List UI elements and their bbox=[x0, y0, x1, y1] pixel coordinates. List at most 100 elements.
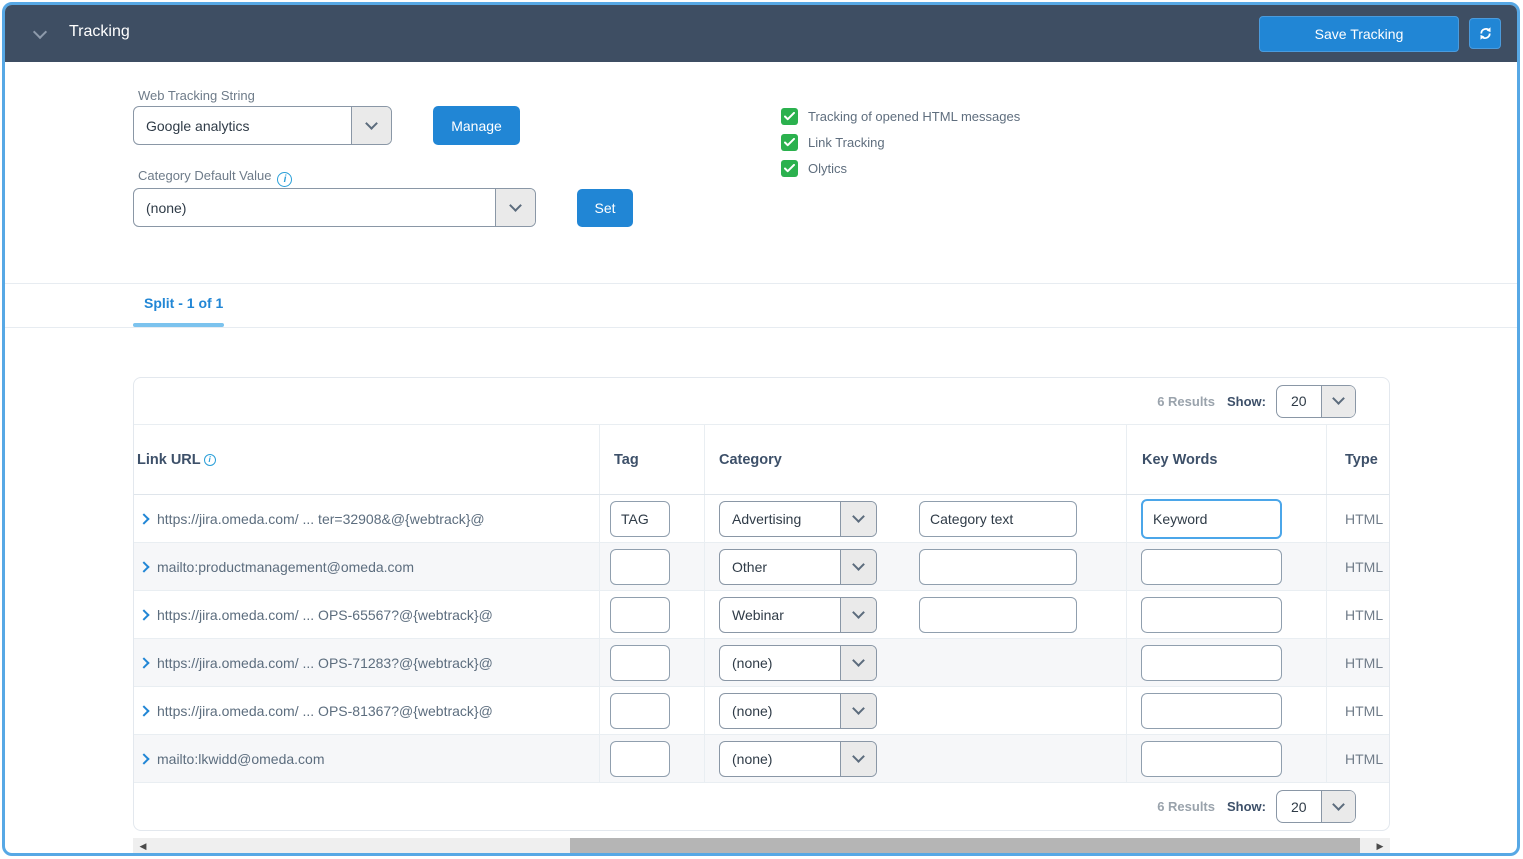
results-count: 6 Results bbox=[1157, 393, 1215, 409]
chevron-right-icon[interactable] bbox=[138, 752, 150, 765]
link-url-cell: mailto:productmanagement@omeda.com bbox=[134, 543, 599, 590]
select-arrow-button bbox=[840, 597, 876, 632]
tag-cell bbox=[599, 591, 704, 638]
keyword-input[interactable] bbox=[1141, 644, 1282, 681]
web-tracking-select[interactable]: Google analytics bbox=[133, 106, 392, 145]
show-select-bottom[interactable]: 20 bbox=[1276, 790, 1356, 823]
chevron-down-icon bbox=[1332, 797, 1345, 811]
type-cell: HTML bbox=[1326, 639, 1389, 686]
category-select-value: (none) bbox=[732, 654, 773, 671]
pagination-bar-bottom: 6 Results Show: 20 bbox=[134, 783, 1389, 830]
category-select[interactable]: Webinar bbox=[719, 596, 877, 633]
type-cell: HTML bbox=[1326, 543, 1389, 590]
tag-cell bbox=[599, 543, 704, 590]
select-arrow-button bbox=[1321, 385, 1355, 417]
show-select-value: 20 bbox=[1291, 798, 1307, 815]
chevron-down-icon bbox=[365, 116, 378, 130]
category-select-value: Webinar bbox=[732, 606, 784, 623]
category-select[interactable]: (none) bbox=[719, 692, 877, 729]
category-select[interactable]: (none) bbox=[719, 644, 877, 681]
category-cell: Webinar bbox=[704, 591, 1126, 638]
category-default-label: Category Default Value i bbox=[138, 168, 293, 187]
link-url-text: mailto:productmanagement@omeda.com bbox=[157, 558, 415, 575]
keyword-input[interactable] bbox=[1141, 692, 1282, 729]
tag-input[interactable] bbox=[610, 500, 670, 537]
tracking-opened-html-checkbox[interactable] bbox=[781, 108, 798, 125]
checkbox-row: Olytics bbox=[781, 160, 847, 177]
category-select-value: (none) bbox=[732, 750, 773, 767]
horizontal-scrollbar[interactable]: ◀ ▶ bbox=[133, 838, 1390, 853]
checkbox-label: Olytics bbox=[808, 161, 847, 176]
tag-input[interactable] bbox=[610, 692, 670, 729]
column-header-key-words: Key Words bbox=[1126, 425, 1326, 494]
save-tracking-button[interactable]: Save Tracking bbox=[1259, 16, 1459, 52]
category-text-input[interactable] bbox=[919, 548, 1077, 585]
olytics-checkbox[interactable] bbox=[781, 160, 798, 177]
key-words-cell bbox=[1126, 543, 1326, 590]
column-header-link-url: Link URL i bbox=[134, 425, 599, 494]
keyword-input[interactable] bbox=[1141, 498, 1282, 539]
refresh-button[interactable] bbox=[1469, 18, 1501, 49]
manage-button[interactable]: Manage bbox=[433, 106, 520, 145]
chevron-right-icon[interactable] bbox=[138, 704, 150, 717]
chevron-right-icon[interactable] bbox=[138, 656, 150, 669]
chevron-down-icon bbox=[852, 605, 865, 619]
info-icon[interactable]: i bbox=[203, 453, 216, 466]
set-button[interactable]: Set bbox=[577, 189, 633, 227]
checkbox-label: Link Tracking bbox=[808, 135, 885, 150]
category-text-input[interactable] bbox=[919, 596, 1077, 633]
info-icon[interactable]: i bbox=[277, 172, 293, 187]
chevron-down-icon bbox=[852, 653, 865, 667]
category-select-value: Other bbox=[732, 558, 768, 575]
category-select[interactable]: Other bbox=[719, 548, 877, 585]
keyword-input[interactable] bbox=[1141, 740, 1282, 777]
category-default-select-value: (none) bbox=[146, 199, 187, 216]
tab-split[interactable]: Split - 1 of 1 bbox=[144, 295, 224, 311]
keyword-input[interactable] bbox=[1141, 548, 1282, 585]
category-select-value: Advertising bbox=[732, 510, 802, 527]
check-icon bbox=[784, 164, 795, 173]
category-default-select[interactable]: (none) bbox=[133, 188, 536, 227]
keyword-input[interactable] bbox=[1141, 596, 1282, 633]
category-text-input[interactable] bbox=[919, 500, 1077, 537]
tag-input[interactable] bbox=[610, 644, 670, 681]
pagination-bar-top: 6 Results Show: 20 bbox=[134, 378, 1389, 425]
link-tracking-table: 6 Results Show: 20 Link URL i Tag Categor… bbox=[133, 377, 1390, 831]
key-words-cell bbox=[1126, 639, 1326, 686]
link-url-text: mailto:lkwidd@omeda.com bbox=[157, 750, 325, 767]
chevron-down-icon[interactable] bbox=[32, 24, 48, 40]
show-select-top[interactable]: 20 bbox=[1276, 384, 1356, 418]
link-tracking-checkbox[interactable] bbox=[781, 134, 798, 151]
tag-cell bbox=[599, 687, 704, 734]
key-words-cell bbox=[1126, 687, 1326, 734]
table-row: https://jira.omeda.com/ ... OPS-81367?@{… bbox=[134, 687, 1389, 735]
tag-cell bbox=[599, 495, 704, 542]
check-icon bbox=[784, 138, 795, 147]
link-url-cell: https://jira.omeda.com/ ... OPS-81367?@{… bbox=[134, 687, 599, 734]
tag-input[interactable] bbox=[610, 596, 670, 633]
link-url-cell: https://jira.omeda.com/ ... ter=32908&@{… bbox=[134, 495, 599, 542]
show-label: Show: bbox=[1227, 799, 1266, 814]
tag-input[interactable] bbox=[610, 548, 670, 585]
chevron-right-icon[interactable] bbox=[138, 560, 150, 573]
select-arrow-button bbox=[840, 693, 876, 728]
link-url-text: https://jira.omeda.com/ ... OPS-71283?@{… bbox=[157, 654, 493, 671]
select-arrow-button bbox=[840, 549, 876, 584]
category-select[interactable]: (none) bbox=[719, 740, 877, 777]
scrollbar-thumb[interactable] bbox=[570, 838, 1360, 853]
table-header-row: Link URL i Tag Category Key Words Type bbox=[134, 425, 1389, 495]
select-arrow-button bbox=[495, 189, 535, 226]
column-header-category: Category bbox=[704, 425, 1126, 494]
category-select-value: (none) bbox=[732, 702, 773, 719]
chevron-down-icon bbox=[1332, 392, 1345, 405]
tag-input[interactable] bbox=[610, 740, 670, 777]
key-words-cell bbox=[1126, 495, 1326, 542]
chevron-down-icon bbox=[852, 509, 865, 523]
chevron-right-icon[interactable] bbox=[138, 608, 150, 621]
left-arrow-icon[interactable]: ◀ bbox=[139, 841, 147, 851]
web-tracking-string-label: Web Tracking String bbox=[138, 88, 255, 103]
table-row: https://jira.omeda.com/ ... OPS-65567?@{… bbox=[134, 591, 1389, 639]
chevron-right-icon[interactable] bbox=[138, 512, 150, 525]
right-arrow-icon[interactable]: ▶ bbox=[1376, 841, 1384, 851]
category-select[interactable]: Advertising bbox=[719, 500, 877, 537]
